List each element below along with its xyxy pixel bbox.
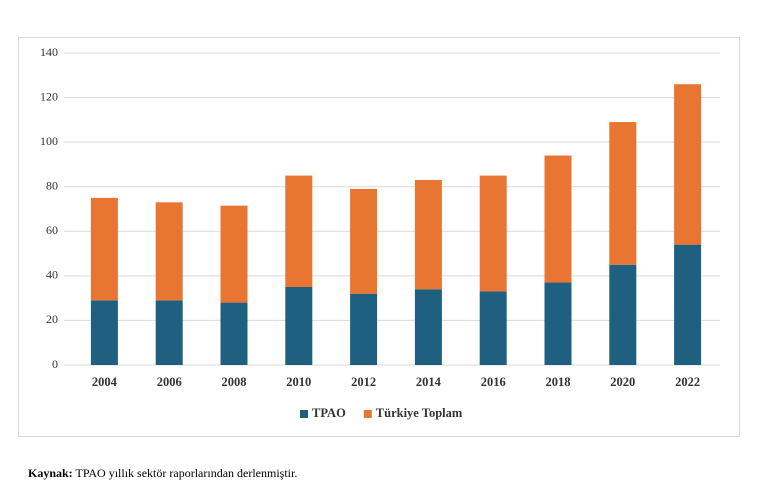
bar-segment <box>90 197 118 301</box>
y-tick-label: 80 <box>46 178 58 192</box>
x-tick-label: 2010 <box>286 375 311 389</box>
y-tick-label: 60 <box>46 223 58 237</box>
bar-segment <box>155 300 183 365</box>
bar-segment <box>609 264 637 365</box>
legend-swatch <box>300 410 308 418</box>
bar-segment <box>674 84 702 245</box>
bar-segment <box>609 122 637 265</box>
x-tick-label: 2016 <box>481 375 506 389</box>
bar-segment <box>414 180 442 290</box>
x-tick-label: 2020 <box>610 375 635 389</box>
y-tick-label: 0 <box>52 357 58 371</box>
bar-segment <box>285 287 313 365</box>
bar-segment <box>414 289 442 365</box>
legend-label: Türkiye Toplam <box>376 406 463 420</box>
x-tick-label: 2008 <box>222 375 247 389</box>
source-note: Kaynak: TPAO yıllık sektör raporlarından… <box>28 466 297 481</box>
bar-segment <box>90 300 118 365</box>
y-tick-label: 40 <box>46 268 58 282</box>
source-label: Kaynak: <box>28 466 73 480</box>
bar-segment <box>285 175 313 287</box>
source-text: TPAO yıllık sektör raporlarından derlenm… <box>75 466 298 480</box>
x-tick-label: 2018 <box>546 375 571 389</box>
y-tick-label: 140 <box>40 45 58 59</box>
bar-segment <box>220 302 248 365</box>
bar-segment <box>350 188 378 294</box>
chart: 0 20 40 60 80 100 120 140 2004 2006 2008 2010 2012 20… <box>18 37 740 437</box>
bar-segment <box>544 282 572 365</box>
bar-segment <box>674 244 702 365</box>
bar-segment <box>479 291 507 365</box>
legend-label: TPAO <box>312 406 346 420</box>
y-tick-label: 100 <box>40 134 58 148</box>
y-tick-label: 120 <box>40 89 58 103</box>
bar-segment <box>155 202 183 301</box>
bar-segment <box>479 175 507 292</box>
x-tick-label: 2014 <box>416 375 442 389</box>
bar-segment <box>220 205 248 303</box>
x-tick-label: 2012 <box>351 375 376 389</box>
x-tick-label: 2022 <box>675 375 700 389</box>
y-tick-label: 20 <box>46 312 58 326</box>
x-tick-label: 2006 <box>157 375 182 389</box>
bar-segment <box>350 293 378 365</box>
bar-segment <box>544 155 572 283</box>
x-tick-label: 2004 <box>92 375 118 389</box>
legend-swatch <box>363 410 372 418</box>
